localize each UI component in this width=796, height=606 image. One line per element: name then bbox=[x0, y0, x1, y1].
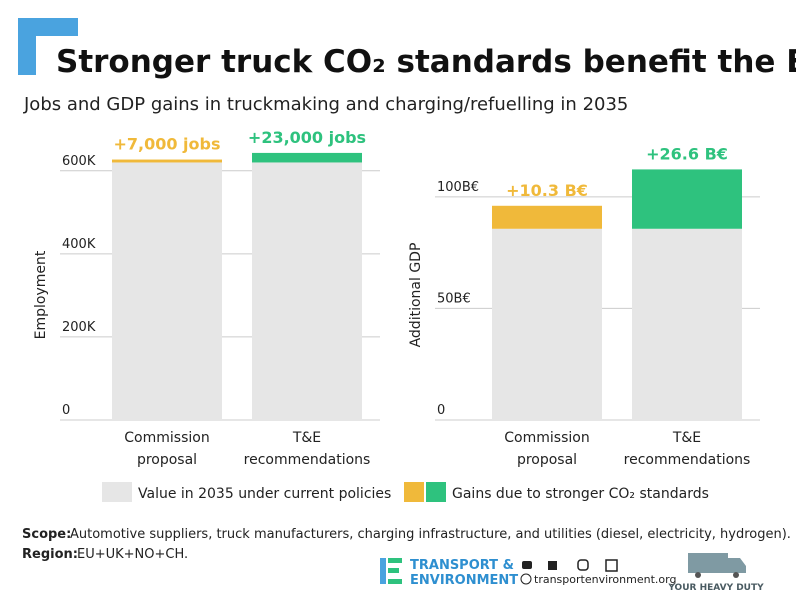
bar-segment bbox=[632, 228, 742, 420]
legend-swatch bbox=[102, 482, 132, 502]
y-tick-label: 0 bbox=[62, 403, 70, 418]
value-label: +23,000 jobs bbox=[248, 128, 366, 147]
website: transportenvironment.org bbox=[534, 573, 676, 586]
te-line1: TRANSPORT & bbox=[410, 558, 514, 573]
region: EU+UK+NO+CH. bbox=[77, 547, 188, 562]
bar-segment bbox=[492, 205, 602, 229]
y-tick-label: 200K bbox=[62, 320, 96, 335]
bar-segment bbox=[252, 152, 362, 163]
te-line2: ENVIRONMENT bbox=[410, 573, 518, 588]
bar-segment bbox=[112, 159, 222, 163]
te-logo: TRANSPORT & ENVIRONMENT bbox=[380, 558, 518, 588]
scope-label: Scope: bbox=[22, 527, 71, 542]
y-tick-label: 50B€ bbox=[437, 291, 471, 306]
legend-swatch bbox=[426, 482, 446, 502]
brand-corner bbox=[18, 18, 78, 75]
x-tick-label: T&E recommendations bbox=[244, 430, 371, 468]
x-tick-label: T&E recommendations bbox=[624, 430, 751, 468]
x-tick-label: Commission proposal bbox=[504, 430, 589, 468]
legend-label: Gains due to stronger CO₂ standards bbox=[452, 486, 709, 502]
bar-segment bbox=[112, 162, 222, 420]
y-tick-label: 0 bbox=[437, 403, 445, 418]
legend-swatch bbox=[404, 482, 424, 502]
y-tick-label: 600K bbox=[62, 154, 96, 169]
y-tick-label: 100B€ bbox=[437, 180, 479, 195]
value-label: +7,000 jobs bbox=[113, 135, 220, 154]
region-label: Region: bbox=[22, 547, 78, 562]
truck-logo: YOUR HEAVY DUTY bbox=[667, 553, 764, 593]
x-tick-label: Commission proposal bbox=[124, 430, 209, 468]
value-label: +26.6 B€ bbox=[646, 144, 728, 163]
subtitle: Jobs and GDP gains in truckmaking and ch… bbox=[23, 94, 628, 115]
social-icons bbox=[520, 559, 618, 585]
campaign: YOUR HEAVY DUTY bbox=[667, 583, 764, 593]
bar-segment bbox=[492, 228, 602, 420]
bar-segment bbox=[632, 169, 742, 229]
bar-segment bbox=[252, 162, 362, 420]
legend-label: Value in 2035 under current policies bbox=[138, 486, 391, 502]
y-tick-label: 400K bbox=[62, 237, 96, 252]
y-axis-label: Employment bbox=[33, 250, 49, 339]
title: Stronger truck CO₂ standards benefit the… bbox=[56, 44, 796, 80]
scope: Automotive suppliers, truck manufacturer… bbox=[70, 527, 791, 542]
y-axis-label: Additional GDP bbox=[408, 243, 424, 348]
value-label: +10.3 B€ bbox=[506, 181, 588, 200]
